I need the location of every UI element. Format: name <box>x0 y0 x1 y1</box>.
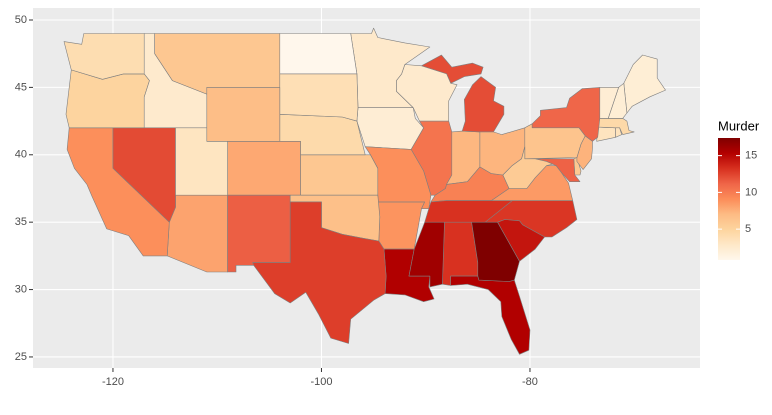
state <box>396 64 458 122</box>
legend-tick-label: 15 <box>745 150 757 162</box>
state <box>112 127 176 223</box>
legend-title: Murder <box>718 118 760 133</box>
state <box>497 219 545 262</box>
state <box>364 146 432 209</box>
y-tick-label: 40 <box>15 149 27 161</box>
y-tick-label: 25 <box>15 351 27 363</box>
y-tick-label: 35 <box>15 216 27 228</box>
state <box>227 194 291 273</box>
state <box>279 33 358 75</box>
y-tick-label: 45 <box>15 81 27 93</box>
state <box>227 141 301 196</box>
colorbar <box>718 138 740 260</box>
state <box>502 146 554 189</box>
legend-tick-label: 5 <box>745 223 751 235</box>
x-tick-label: -100 <box>310 376 332 388</box>
state <box>300 154 379 196</box>
legend-tick-label: 10 <box>745 186 757 198</box>
state <box>356 107 424 150</box>
state <box>65 69 150 129</box>
x-tick-label: -120 <box>102 376 124 388</box>
state <box>599 87 619 119</box>
state <box>63 33 145 80</box>
state <box>279 73 359 122</box>
x-tick-label: -80 <box>522 376 538 388</box>
y-tick-label: 30 <box>15 283 27 295</box>
state <box>615 127 622 138</box>
state <box>623 54 666 114</box>
state <box>252 201 387 344</box>
state <box>524 123 586 160</box>
y-tick-label: 50 <box>15 14 27 26</box>
state <box>206 87 281 142</box>
